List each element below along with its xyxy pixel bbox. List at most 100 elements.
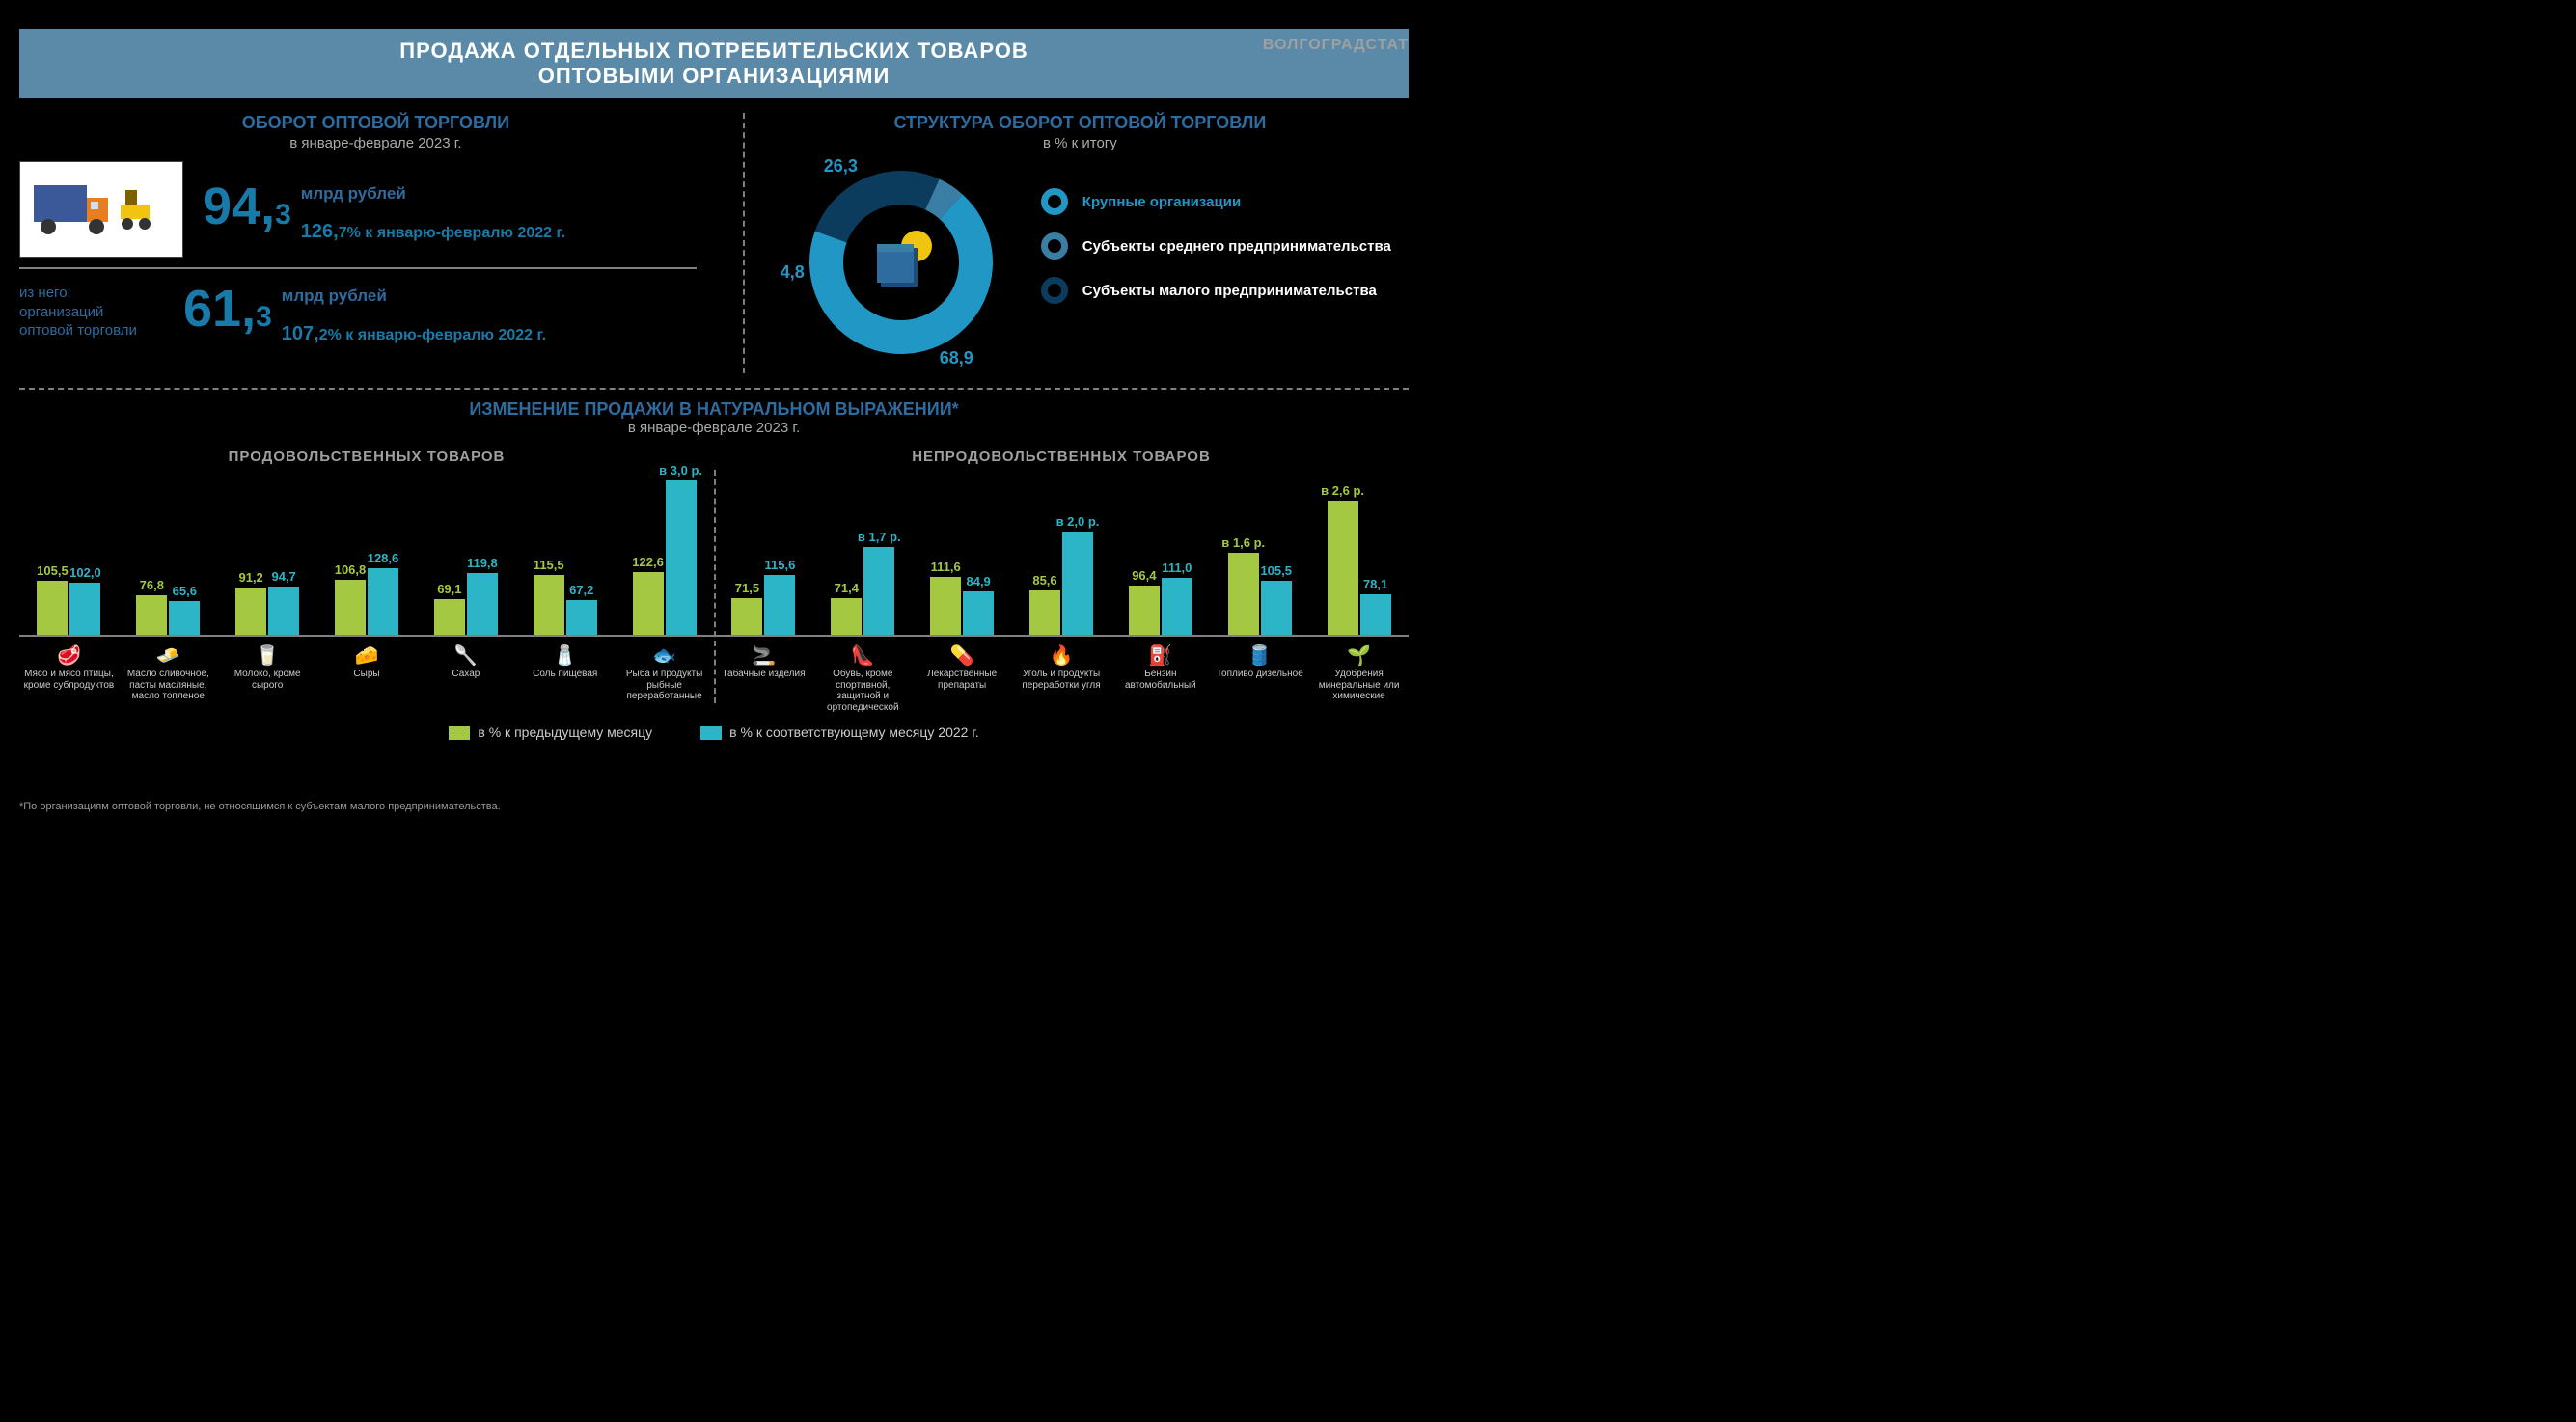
legend-ring-icon: [1041, 277, 1068, 304]
category-icon: 🔥: [1012, 642, 1111, 669]
bar: 67,2: [566, 600, 597, 635]
category-icon: 🥛: [218, 642, 317, 669]
category: 🥩Мясо и мясо птицы, кроме субпродуктов: [19, 642, 119, 702]
nonfood-chart-title: НЕПРОДОВОЛЬСТВЕННЫХ ТОВАРОВ: [714, 449, 1409, 465]
bar: в 3,0 р.: [666, 480, 697, 635]
category-icon: 🐟: [615, 642, 714, 669]
bar: 119,8: [467, 573, 498, 635]
bar: 111,6: [930, 577, 961, 635]
category: 🧈Масло сливочное, пасты масляные, масло …: [119, 642, 218, 702]
bar: 78,1: [1360, 594, 1391, 635]
chart-legend: в % к предыдущему месяцу в % к соответст…: [0, 725, 1428, 740]
donut-val-small: 26,3: [824, 156, 858, 177]
title-line-2: ОПТОВЫМИ ОРГАНИЗАЦИЯМИ: [29, 64, 1399, 89]
donut-val-med: 4,8: [781, 262, 805, 283]
footnote: *По организациям оптовой торговли, не от…: [19, 801, 501, 812]
category: 👠Обувь, кроме спортивной, защитной и орт…: [813, 642, 913, 713]
category-icon: 🥄: [416, 642, 515, 669]
category-icon: 🧂: [515, 642, 615, 669]
bar: в 1,6 р.: [1228, 553, 1259, 635]
bar: 94,7: [268, 587, 299, 636]
legend-ring-icon: [1041, 188, 1068, 215]
category: 🚬Табачные изделия: [714, 642, 813, 713]
turnover-subtitle: в январе-феврале 2023 г.: [19, 135, 732, 151]
donut-val-large: 68,9: [940, 348, 973, 369]
sub-label: из него: организаций оптовой торговли: [19, 284, 183, 341]
source-label: ВОЛГОГРАДСТАТ: [1263, 37, 1409, 54]
category: 🛢️Топливо дизельное: [1210, 642, 1309, 713]
legend-item: Субъекты среднего предпринимательства: [1041, 232, 1391, 260]
sub-value: 61,3: [183, 279, 272, 339]
category: 🥄Сахар: [416, 642, 515, 702]
donut-chart: 26,3 4,8 68,9: [790, 151, 1012, 373]
bar: 105,5: [37, 581, 68, 635]
bar: в 1,7 р.: [863, 547, 894, 635]
bar: 96,4: [1129, 586, 1160, 635]
category: 🔥Уголь и продукты переработки угля: [1012, 642, 1111, 713]
change-subtitle: в январе-феврале 2023 г.: [0, 420, 1428, 436]
food-chart-title: ПРОДОВОЛЬСТВЕННЫХ ТОВАРОВ: [19, 449, 714, 465]
bar: 111,0: [1162, 578, 1192, 635]
horizontal-divider: [19, 388, 1409, 390]
bar: 105,5: [1261, 581, 1292, 635]
main-unit: млрд рублей: [301, 184, 565, 204]
nonfood-chart: НЕПРОДОВОЛЬСТВЕННЫХ ТОВАРОВ 71,5115,6 71,…: [714, 441, 1409, 713]
category-icon: ⛽: [1110, 642, 1210, 669]
category-icon: 🧀: [317, 642, 417, 669]
legend-item: Субъекты малого предпринимательства: [1041, 277, 1391, 304]
legend-item: Крупные организации: [1041, 188, 1391, 215]
category-icon: 🌱: [1309, 642, 1409, 669]
main-value: 94,3: [203, 177, 291, 236]
bar: 102,0: [69, 583, 100, 635]
title-bar: ПРОДАЖА ОТДЕЛЬНЫХ ПОТРЕБИТЕЛЬСКИХ ТОВАРО…: [19, 29, 1409, 98]
bar: 65,6: [169, 601, 200, 635]
category-icon: 💊: [913, 642, 1012, 669]
charts-section: ПРОДОВОЛЬСТВЕННЫХ ТОВАРОВ 105,5102,076,8…: [0, 441, 1428, 713]
legend-2: в % к соответствующему месяцу 2022 г.: [729, 725, 978, 740]
bar: 84,9: [963, 591, 994, 635]
donut-legend: Крупные организации Субъекты среднего пре…: [1041, 171, 1391, 373]
category: 🧂Соль пищевая: [515, 642, 615, 702]
donut-subtitle: в % к итогу: [752, 135, 1409, 151]
sub-unit: млрд рублей: [282, 287, 546, 306]
bar: 69,1: [434, 599, 465, 635]
category-icon: 🚬: [714, 642, 813, 669]
donut-title: СТРУКТУРА ОБОРОТ ОПТОВОЙ ТОРГОВЛИ: [752, 113, 1409, 133]
category: 🌱Удобрения минеральные или химические: [1309, 642, 1409, 713]
category: 🥛Молоко, кроме сырого: [218, 642, 317, 702]
category-icon: 🥩: [19, 642, 119, 669]
donut-block: СТРУКТУРА ОБОРОТ ОПТОВОЙ ТОРГОВЛИ в % к …: [742, 113, 1409, 373]
category: 🐟Рыба и продукты рыбные переработанные: [615, 642, 714, 702]
category: ⛽Бензин автомобильный: [1110, 642, 1210, 713]
turnover-title: ОБОРОТ ОПТОВОЙ ТОРГОВЛИ: [19, 113, 732, 133]
main-pct: 126,7% к январю-февралю 2022 г.: [301, 221, 565, 243]
legend-ring-icon: [1041, 232, 1068, 260]
bar: 91,2: [235, 588, 266, 635]
food-chart: ПРОДОВОЛЬСТВЕННЫХ ТОВАРОВ 105,5102,0 76,8…: [19, 441, 714, 713]
category-icon: 🧈: [119, 642, 218, 669]
bar: в 2,0 р.: [1062, 532, 1093, 635]
turnover-block: ОБОРОТ ОПТОВОЙ ТОРГОВЛИ в январе-феврале…: [19, 113, 742, 373]
category-icon: 🛢️: [1210, 642, 1309, 669]
title-line-1: ПРОДАЖА ОТДЕЛЬНЫХ ПОТРЕБИТЕЛЬСКИХ ТОВАРО…: [29, 39, 1399, 64]
bar: 128,6: [368, 568, 398, 635]
chart-divider: [714, 470, 716, 703]
change-title: ИЗМЕНЕНИЕ ПРОДАЖИ В НАТУРАЛЬНОМ ВЫРАЖЕНИ…: [0, 399, 1428, 420]
bar: в 2,6 р.: [1328, 501, 1358, 635]
category: 💊Лекарственные препараты: [913, 642, 1012, 713]
bar: 106,8: [335, 580, 366, 635]
hr-divider: [19, 267, 697, 269]
bar: 115,6: [764, 575, 795, 635]
category-icon: 👠: [813, 642, 913, 669]
sub-pct: 107,2% к январю-февралю 2022 г.: [282, 323, 546, 345]
category: 🧀Сыры: [317, 642, 417, 702]
upper-section: ОБОРОТ ОПТОВОЙ ТОРГОВЛИ в январе-феврале…: [0, 113, 1428, 373]
bar: 85,6: [1029, 590, 1060, 635]
bar: 115,5: [534, 575, 564, 635]
bar: 122,6: [633, 572, 664, 635]
bar: 76,8: [136, 595, 167, 635]
truck-icon: [19, 161, 183, 258]
bar: 71,4: [831, 598, 862, 635]
bar: 71,5: [731, 598, 762, 635]
legend-1: в % к предыдущему месяцу: [478, 725, 652, 740]
